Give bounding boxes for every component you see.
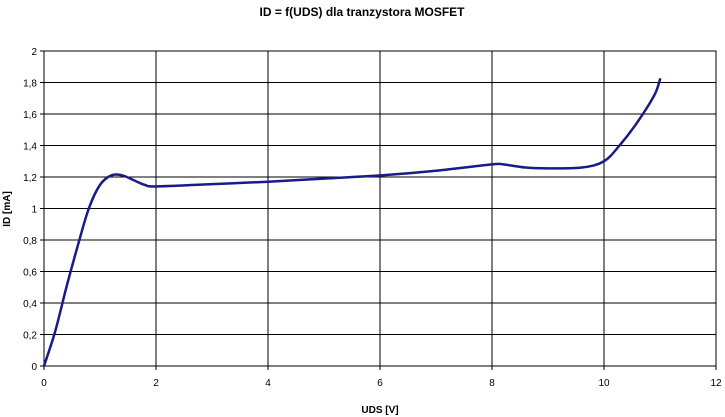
grid-lines: [40, 50, 717, 370]
x-tick-label: 12: [710, 378, 722, 389]
x-tick-label: 2: [153, 378, 159, 389]
x-tick-labels: 0 2 4 6 8 10 12: [41, 378, 722, 389]
x-tick-label: 10: [598, 378, 610, 389]
y-tick-label: 1,4: [23, 142, 37, 153]
y-tick-label: 2: [31, 47, 37, 58]
y-tick-label: 0,4: [23, 299, 37, 310]
y-tick-labels: 0 0,2 0,4 0,6 0,8 1 1,2 1,4 1,6 1,8 2: [23, 47, 37, 373]
x-tick-label: 8: [489, 378, 495, 389]
y-tick-label: 0,6: [23, 268, 37, 279]
chart-title: ID = f(UDS) dla tranzystora MOSFET: [259, 5, 465, 19]
y-axis-label: ID [mA]: [2, 191, 13, 227]
x-tick-label: 4: [265, 378, 271, 389]
plot-frame: [43, 50, 717, 367]
x-axis-label: UDS [V]: [361, 405, 398, 416]
y-tick-label: 1,6: [23, 110, 37, 121]
y-tick-label: 1: [31, 205, 37, 216]
x-tick-label: 0: [41, 378, 47, 389]
y-tick-label: 1,2: [23, 173, 37, 184]
y-tick-label: 0,8: [23, 236, 37, 247]
x-tick-label: 6: [377, 378, 383, 389]
y-tick-label: 0: [31, 362, 37, 373]
y-tick-label: 0,2: [23, 331, 37, 342]
y-tick-label: 1,8: [23, 79, 37, 90]
series-line: [42, 78, 662, 368]
